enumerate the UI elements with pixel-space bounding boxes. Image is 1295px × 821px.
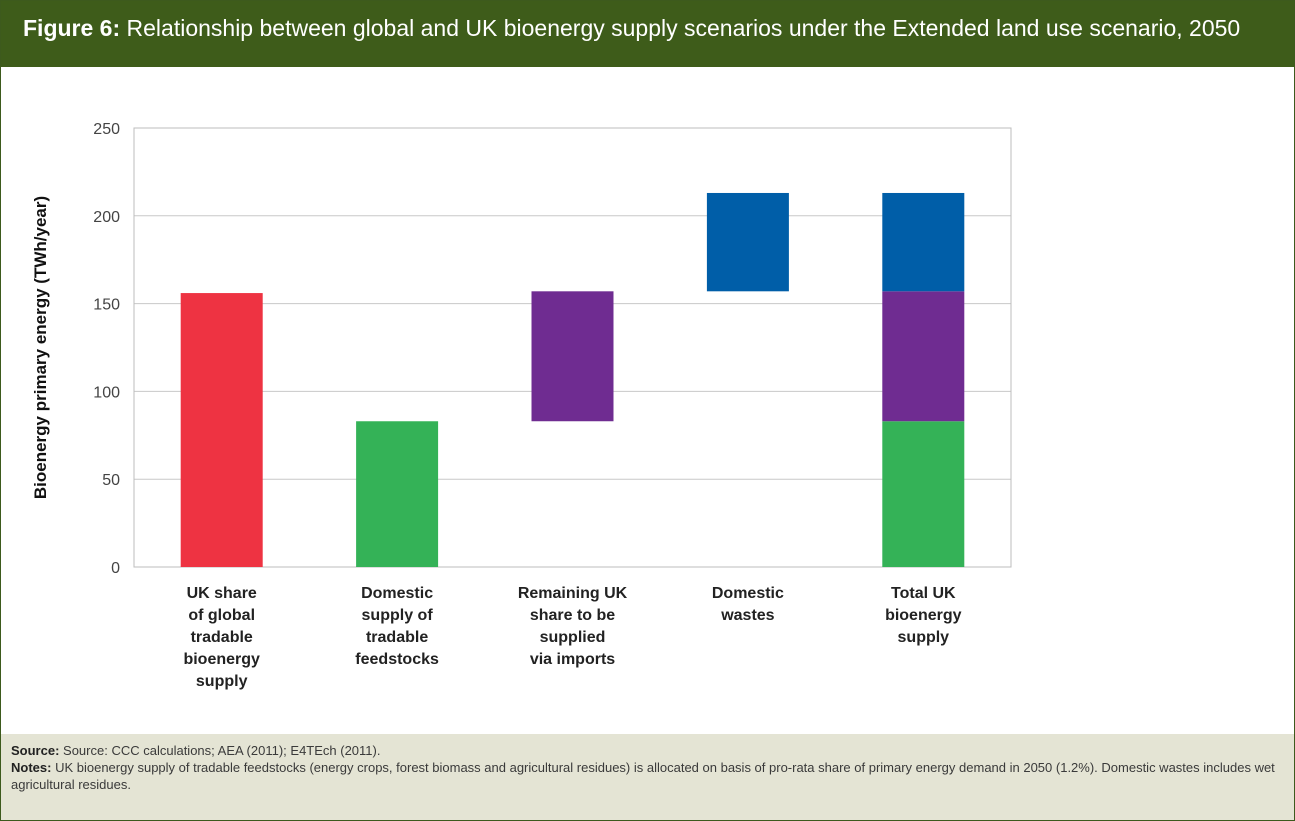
bar-chart: 0 50 100 150 200 250 UK share of global tradabl… [31, 121, 1012, 690]
x-category-label-line: supply of [362, 607, 434, 624]
x-category-label: Domestic supply of tradable feedstocks [355, 585, 439, 668]
figure-footer: Source: Source: CCC calculations; AEA (2… [1, 734, 1294, 820]
bars [180, 192, 965, 567]
source-line: Source: Source: CCC calculations; AEA (2… [11, 742, 1284, 759]
figure-title: Relationship between global and UK bioen… [126, 15, 1241, 41]
x-category-label-line: tradable [191, 629, 253, 646]
bar-segment [882, 291, 965, 422]
x-category-label-line: Domestic [361, 585, 433, 602]
x-category-label-line: of global [188, 607, 255, 624]
x-category-label-line: share to be [530, 607, 615, 624]
bar-segment [882, 192, 965, 292]
bar-segment [882, 421, 965, 567]
x-category-label-line: supply [196, 673, 248, 690]
y-axis-ticks: 0 50 100 150 200 250 [93, 121, 120, 577]
x-category-label-line: supplied [540, 629, 606, 646]
y-tick-label: 150 [93, 297, 120, 314]
y-axis-label: Bioenergy primary energy (TWh/year) [31, 196, 50, 499]
x-category-label-line: UK share [187, 585, 257, 602]
notes-line: Notes: UK bioenergy supply of tradable f… [11, 759, 1284, 793]
y-tick-label: 100 [93, 384, 120, 401]
y-tick-label: 0 [111, 560, 120, 577]
figure-label: Figure 6: [23, 15, 121, 41]
x-category-label-line: Domestic [712, 585, 784, 602]
source-text: Source: CCC calculations; AEA (2011); E4… [63, 743, 381, 758]
x-category-label-line: Total UK [891, 585, 956, 602]
y-tick-label: 200 [93, 209, 120, 226]
x-category-label-line: Remaining UK [518, 585, 628, 602]
x-category-label-line: supply [898, 629, 950, 646]
bar-segment [180, 293, 263, 567]
figure-title-bar: Figure 6: Relationship between global an… [1, 1, 1294, 67]
x-category-label: Remaining UK share to be supplied via impor… [518, 585, 628, 668]
y-tick-label: 50 [102, 472, 120, 489]
notes-text: UK bioenergy supply of tradable feedstoc… [11, 760, 1275, 792]
source-label: Source: [11, 743, 60, 758]
bar-segment [356, 421, 439, 567]
x-category-label-line: wastes [720, 607, 774, 624]
x-category-label: UK share of global tradable bioenergy supply [183, 585, 260, 690]
x-category-label-line: feedstocks [355, 651, 439, 668]
x-category-label-line: tradable [366, 629, 428, 646]
x-category-label-line: bioenergy [183, 651, 260, 668]
x-category-label-line: via imports [530, 651, 615, 668]
x-category-label-line: bioenergy [885, 607, 962, 624]
bar-segment [531, 291, 614, 422]
notes-label: Notes: [11, 760, 52, 775]
plot-area-border [133, 127, 1012, 568]
x-category-label: Total UK bioenergy supply [885, 585, 962, 646]
x-category-label: Domestic wastes [712, 585, 784, 624]
x-axis-categories: UK share of global tradable bioenergy supply… [183, 585, 961, 690]
bar-segment [706, 192, 789, 292]
y-tick-label: 250 [93, 121, 120, 138]
